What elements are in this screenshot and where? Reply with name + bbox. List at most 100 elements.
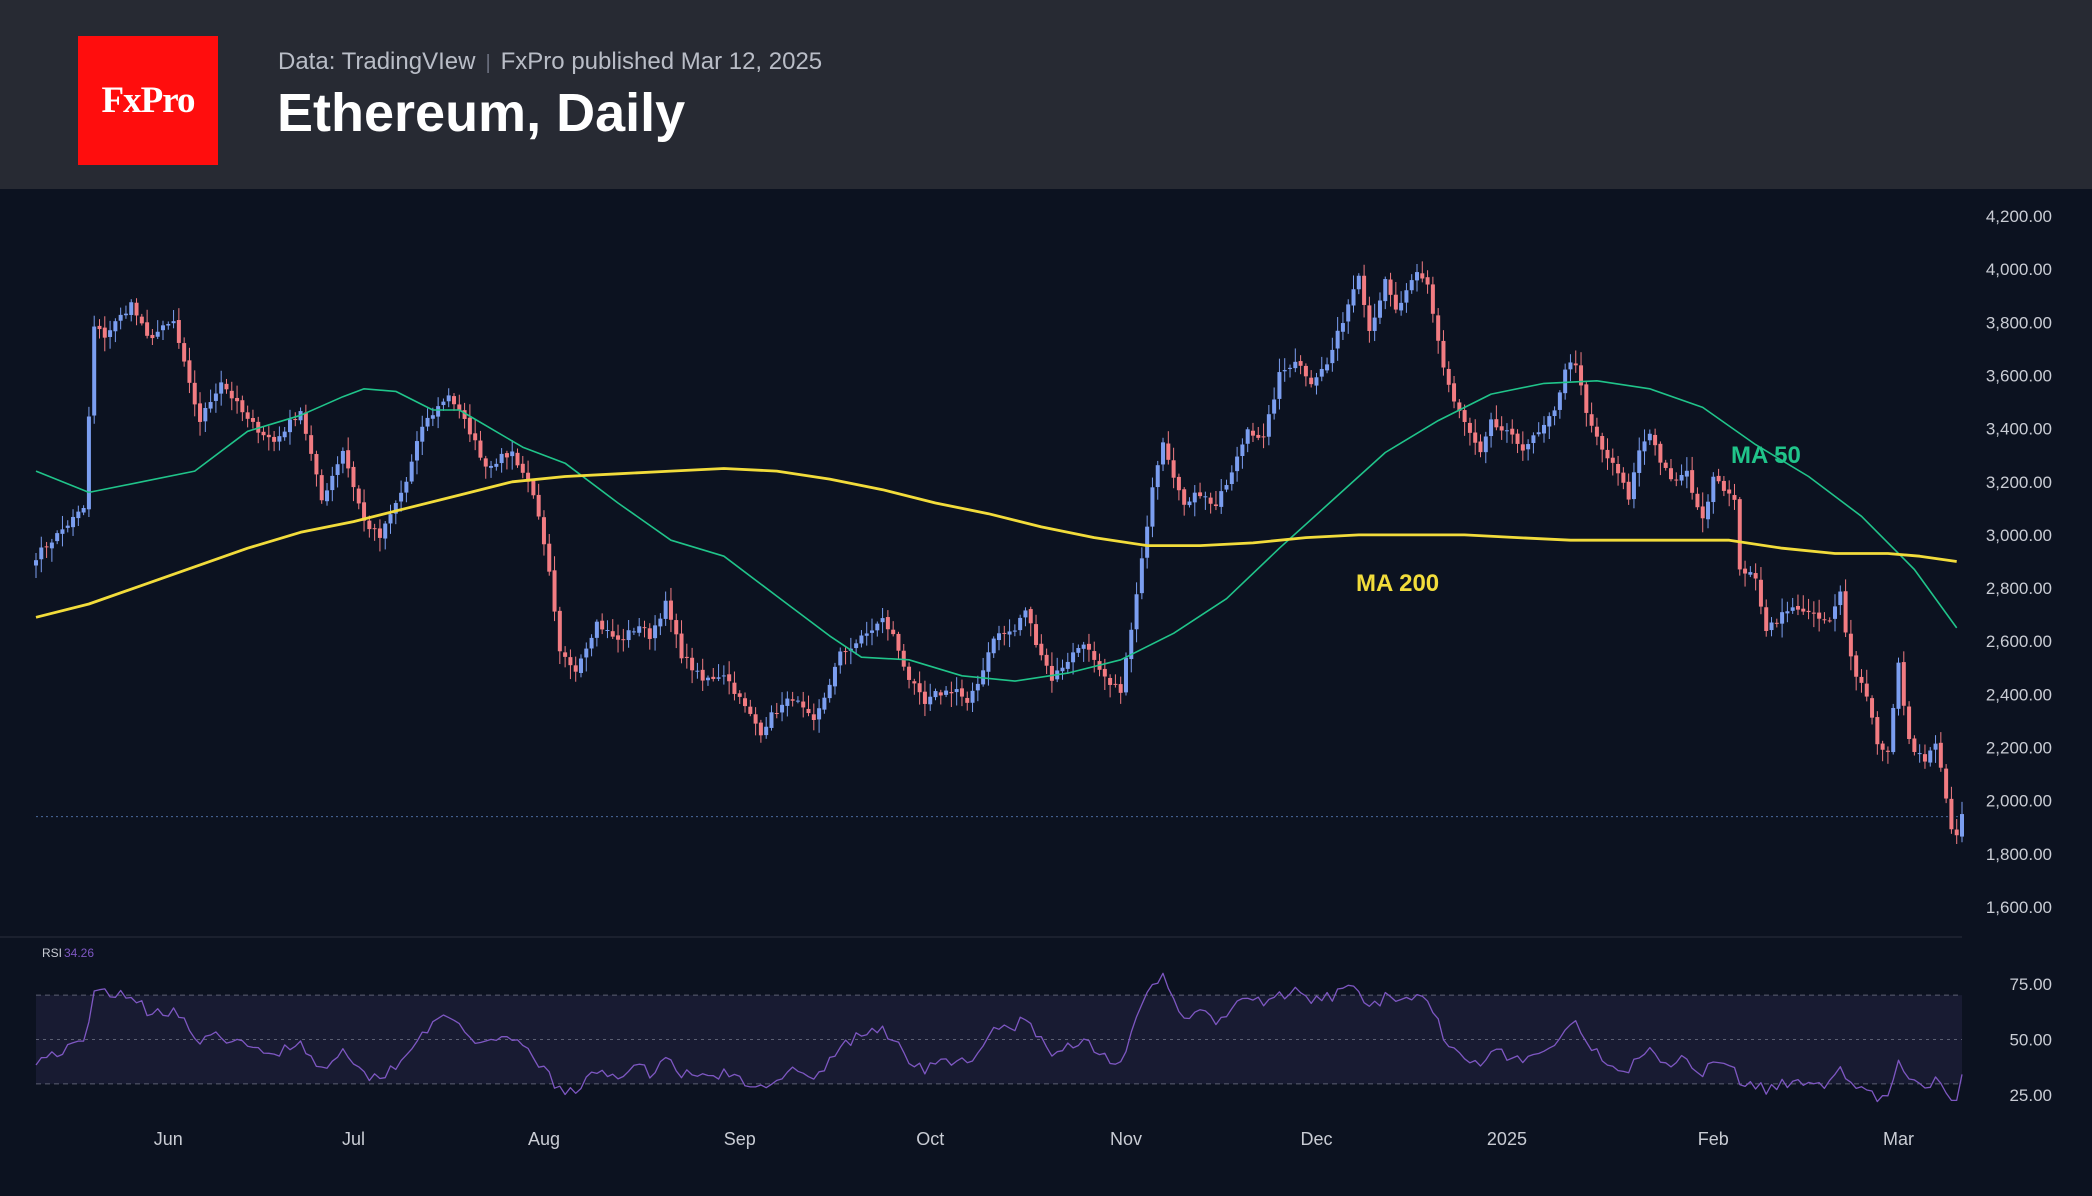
candle-down (182, 343, 187, 362)
candle-down (843, 651, 848, 653)
candle-up (578, 658, 583, 673)
candle-up (1192, 492, 1197, 503)
candle-down (1515, 433, 1520, 444)
candle-down (1446, 368, 1451, 385)
candle-down (679, 633, 684, 659)
candle-down (44, 546, 49, 548)
candle-down (515, 452, 520, 466)
chart-area: 4,200.00 4,000.00 3,800.00 3,600.00 3,400.00… (0, 207, 2052, 1149)
candle-down (917, 683, 922, 693)
candle-down (235, 397, 240, 402)
candle-up (1547, 416, 1552, 427)
candle-down (1118, 684, 1123, 693)
candle-up (695, 670, 700, 672)
candle-down (272, 436, 277, 442)
candle-down (891, 629, 896, 635)
candle-down (573, 665, 578, 672)
candle-down (690, 657, 695, 671)
candle-down (1436, 315, 1441, 341)
candle-up (1415, 272, 1420, 281)
candle-down (176, 320, 181, 343)
rsi-panel: 75.00 50.00 25.00 RSI 34.26 (35, 946, 2052, 1105)
candle-up (1769, 622, 1774, 631)
candle-up (1631, 472, 1636, 500)
candle-down (245, 412, 250, 419)
candle-up (1277, 372, 1282, 399)
candle-up (160, 325, 165, 331)
candle-up (1684, 470, 1689, 477)
candle-down (949, 692, 954, 694)
candle-up (954, 689, 959, 693)
candle-up (49, 542, 54, 549)
candle-up (1409, 280, 1414, 291)
candle-up (1383, 279, 1388, 302)
candle-down (1049, 665, 1054, 681)
candle-down (314, 454, 319, 475)
candle-up (1790, 607, 1795, 611)
candle-down (145, 322, 150, 336)
candle-up (605, 630, 610, 632)
candle-up (1325, 364, 1330, 371)
candle-down (1208, 497, 1213, 504)
candle-up (705, 677, 710, 681)
candle-up (1780, 612, 1785, 624)
candle-up (166, 323, 171, 326)
candle-up (1748, 572, 1753, 575)
candle-down (790, 699, 795, 701)
candle-up (171, 321, 176, 324)
candle-down (1743, 568, 1748, 574)
candle-down (531, 480, 536, 496)
candle-up (441, 401, 446, 406)
candle-up (1351, 289, 1356, 306)
candle-down (600, 620, 605, 630)
candle-up (986, 652, 991, 672)
candle-down (748, 706, 753, 714)
candle-up (86, 416, 91, 510)
candle-up (1647, 433, 1652, 441)
candle-down (1817, 612, 1822, 619)
candle-down (520, 463, 525, 473)
candle-up (1060, 667, 1065, 672)
candle-up (1552, 410, 1557, 417)
candle-down (1695, 493, 1700, 508)
candle-down (1875, 717, 1880, 745)
candle-up (1833, 606, 1838, 619)
candle-up (1330, 349, 1335, 364)
candle-down (1452, 383, 1457, 402)
candle-down (139, 316, 144, 324)
candle-down (1579, 365, 1584, 386)
candle-down (1854, 655, 1859, 677)
candle-down (1171, 460, 1176, 478)
candle-down (711, 676, 716, 679)
candle-up (653, 625, 658, 639)
candle-up (1642, 441, 1647, 452)
candle-down (1663, 462, 1668, 468)
candle-down (1954, 829, 1959, 836)
candle-up (1012, 630, 1017, 632)
x-tick-label: Aug (528, 1129, 560, 1149)
candle-up (393, 503, 398, 514)
candle-up (1314, 377, 1319, 386)
candle-down (1573, 363, 1578, 366)
candle-down (1753, 573, 1758, 579)
candle-up (1933, 743, 1938, 750)
candle-down (1425, 277, 1430, 285)
candle-down (1367, 305, 1372, 331)
candle-down (700, 669, 705, 681)
candle-up (1203, 496, 1208, 498)
candle-down (1621, 472, 1626, 483)
candle-up (1245, 429, 1250, 444)
rsi-line (35, 972, 1963, 1103)
candle-down (1600, 436, 1605, 450)
candle-down (1907, 706, 1912, 739)
price-tick-label: 3,000.00 (1986, 526, 2052, 545)
candle-up (1404, 290, 1409, 303)
candle-down (467, 417, 472, 435)
x-tick-label: Oct (916, 1129, 944, 1149)
candle-down (1827, 620, 1832, 622)
candle-down (1690, 470, 1695, 493)
candle-up (1504, 430, 1509, 432)
candle-down (1700, 506, 1705, 519)
candle-down (1668, 468, 1673, 480)
candle-down (372, 528, 377, 530)
